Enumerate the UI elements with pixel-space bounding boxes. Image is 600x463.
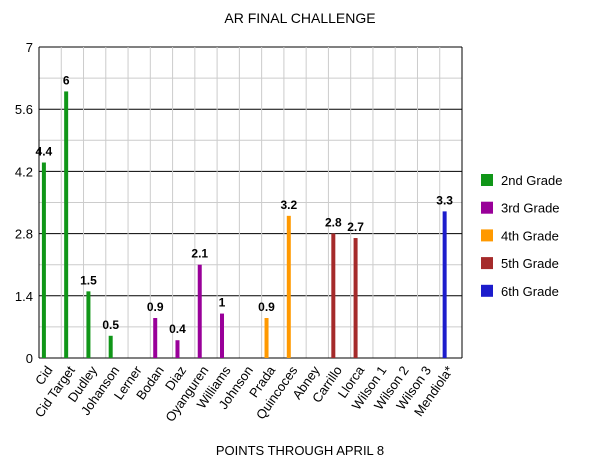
legend-entry: 5th Grade bbox=[501, 256, 559, 271]
y-tick-label: 0 bbox=[26, 351, 33, 366]
bar bbox=[41, 162, 46, 358]
bar bbox=[197, 264, 202, 358]
data-label: 0.5 bbox=[102, 318, 119, 332]
bar bbox=[175, 340, 180, 358]
data-label: 3.3 bbox=[436, 193, 453, 207]
data-label: 2.7 bbox=[347, 220, 364, 234]
y-axis-ticks: 0 1.4 2.8 4.2 5.6 7 bbox=[15, 40, 33, 366]
bar bbox=[220, 313, 225, 358]
data-label: 2.1 bbox=[191, 247, 208, 261]
y-tick-label: 1.4 bbox=[15, 289, 33, 304]
bars bbox=[41, 91, 447, 358]
legend-entry: 2nd Grade bbox=[501, 173, 562, 188]
data-label: 0.9 bbox=[147, 300, 164, 314]
legend: 2nd Grade 3rd Grade 4th Grade 5th Grade 6th … bbox=[481, 173, 562, 299]
legend-swatch bbox=[481, 284, 493, 297]
data-label: 3.2 bbox=[280, 198, 297, 212]
legend-entry: 3rd Grade bbox=[501, 201, 560, 216]
bar bbox=[153, 318, 158, 358]
legend-swatch bbox=[481, 174, 493, 186]
bar bbox=[64, 91, 69, 358]
bar bbox=[108, 335, 113, 358]
y-tick-label: 5.6 bbox=[15, 102, 33, 117]
y-tick-label: 7 bbox=[26, 40, 33, 55]
bar bbox=[331, 233, 336, 358]
bar bbox=[286, 215, 291, 358]
legend-swatch bbox=[481, 229, 493, 242]
data-label: 2.8 bbox=[325, 216, 342, 230]
legend-swatch bbox=[481, 257, 493, 270]
x-axis-title: POINTS THROUGH APRIL 8 bbox=[216, 443, 384, 458]
data-labels: 4.4 6 1.5 0.5 0.9 0.4 2.1 1 0.9 3.2 2.8 2.7 3.3 bbox=[36, 73, 454, 336]
legend-entry: 6th Grade bbox=[501, 284, 559, 299]
bar bbox=[442, 211, 447, 358]
bar bbox=[353, 238, 358, 358]
data-label: 0.4 bbox=[169, 322, 186, 336]
data-label: 0.9 bbox=[258, 300, 275, 314]
chart-title: AR FINAL CHALLENGE bbox=[224, 10, 375, 26]
legend-swatch bbox=[481, 201, 493, 214]
data-label: 4.4 bbox=[36, 145, 53, 159]
legend-entry: 4th Grade bbox=[501, 228, 559, 243]
data-label: 1 bbox=[219, 296, 226, 310]
y-tick-label: 4.2 bbox=[15, 164, 33, 179]
bar bbox=[264, 318, 269, 358]
data-label: 6 bbox=[63, 73, 70, 87]
y-tick-label: 2.8 bbox=[15, 227, 33, 242]
data-label: 1.5 bbox=[80, 273, 97, 287]
bar bbox=[86, 291, 91, 358]
grid-lines bbox=[38, 46, 463, 359]
